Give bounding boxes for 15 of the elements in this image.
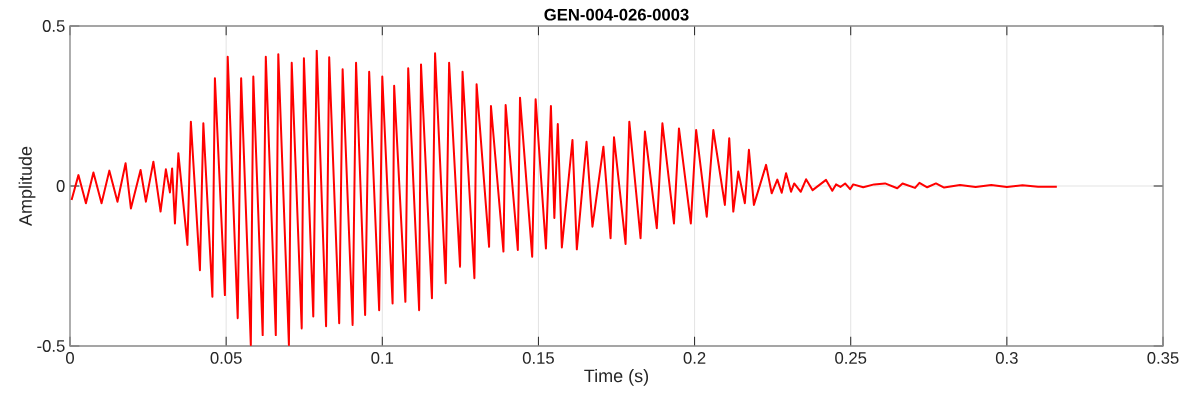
x-tick-label: 0.05 xyxy=(210,352,242,364)
x-tick-label: 0.1 xyxy=(371,352,394,364)
y-tick-label: 0.5 xyxy=(42,20,65,32)
y-tick-label: -0.5 xyxy=(37,340,65,352)
x-tick-label: 0 xyxy=(66,352,74,364)
x-axis-title: Time (s) xyxy=(584,368,649,386)
chart-title: GEN-004-026-0003 xyxy=(544,8,689,21)
y-tick-label: 0 xyxy=(56,180,65,192)
x-tick-label: 0.2 xyxy=(683,352,706,364)
y-axis-title: Amplitude xyxy=(18,146,36,226)
x-tick-label: 0.35 xyxy=(1147,352,1179,364)
x-tick-label: 0.3 xyxy=(995,352,1018,364)
line-series xyxy=(70,49,1058,346)
x-tick-label: 0.15 xyxy=(522,352,554,364)
x-tick-label: 0.25 xyxy=(835,352,867,364)
